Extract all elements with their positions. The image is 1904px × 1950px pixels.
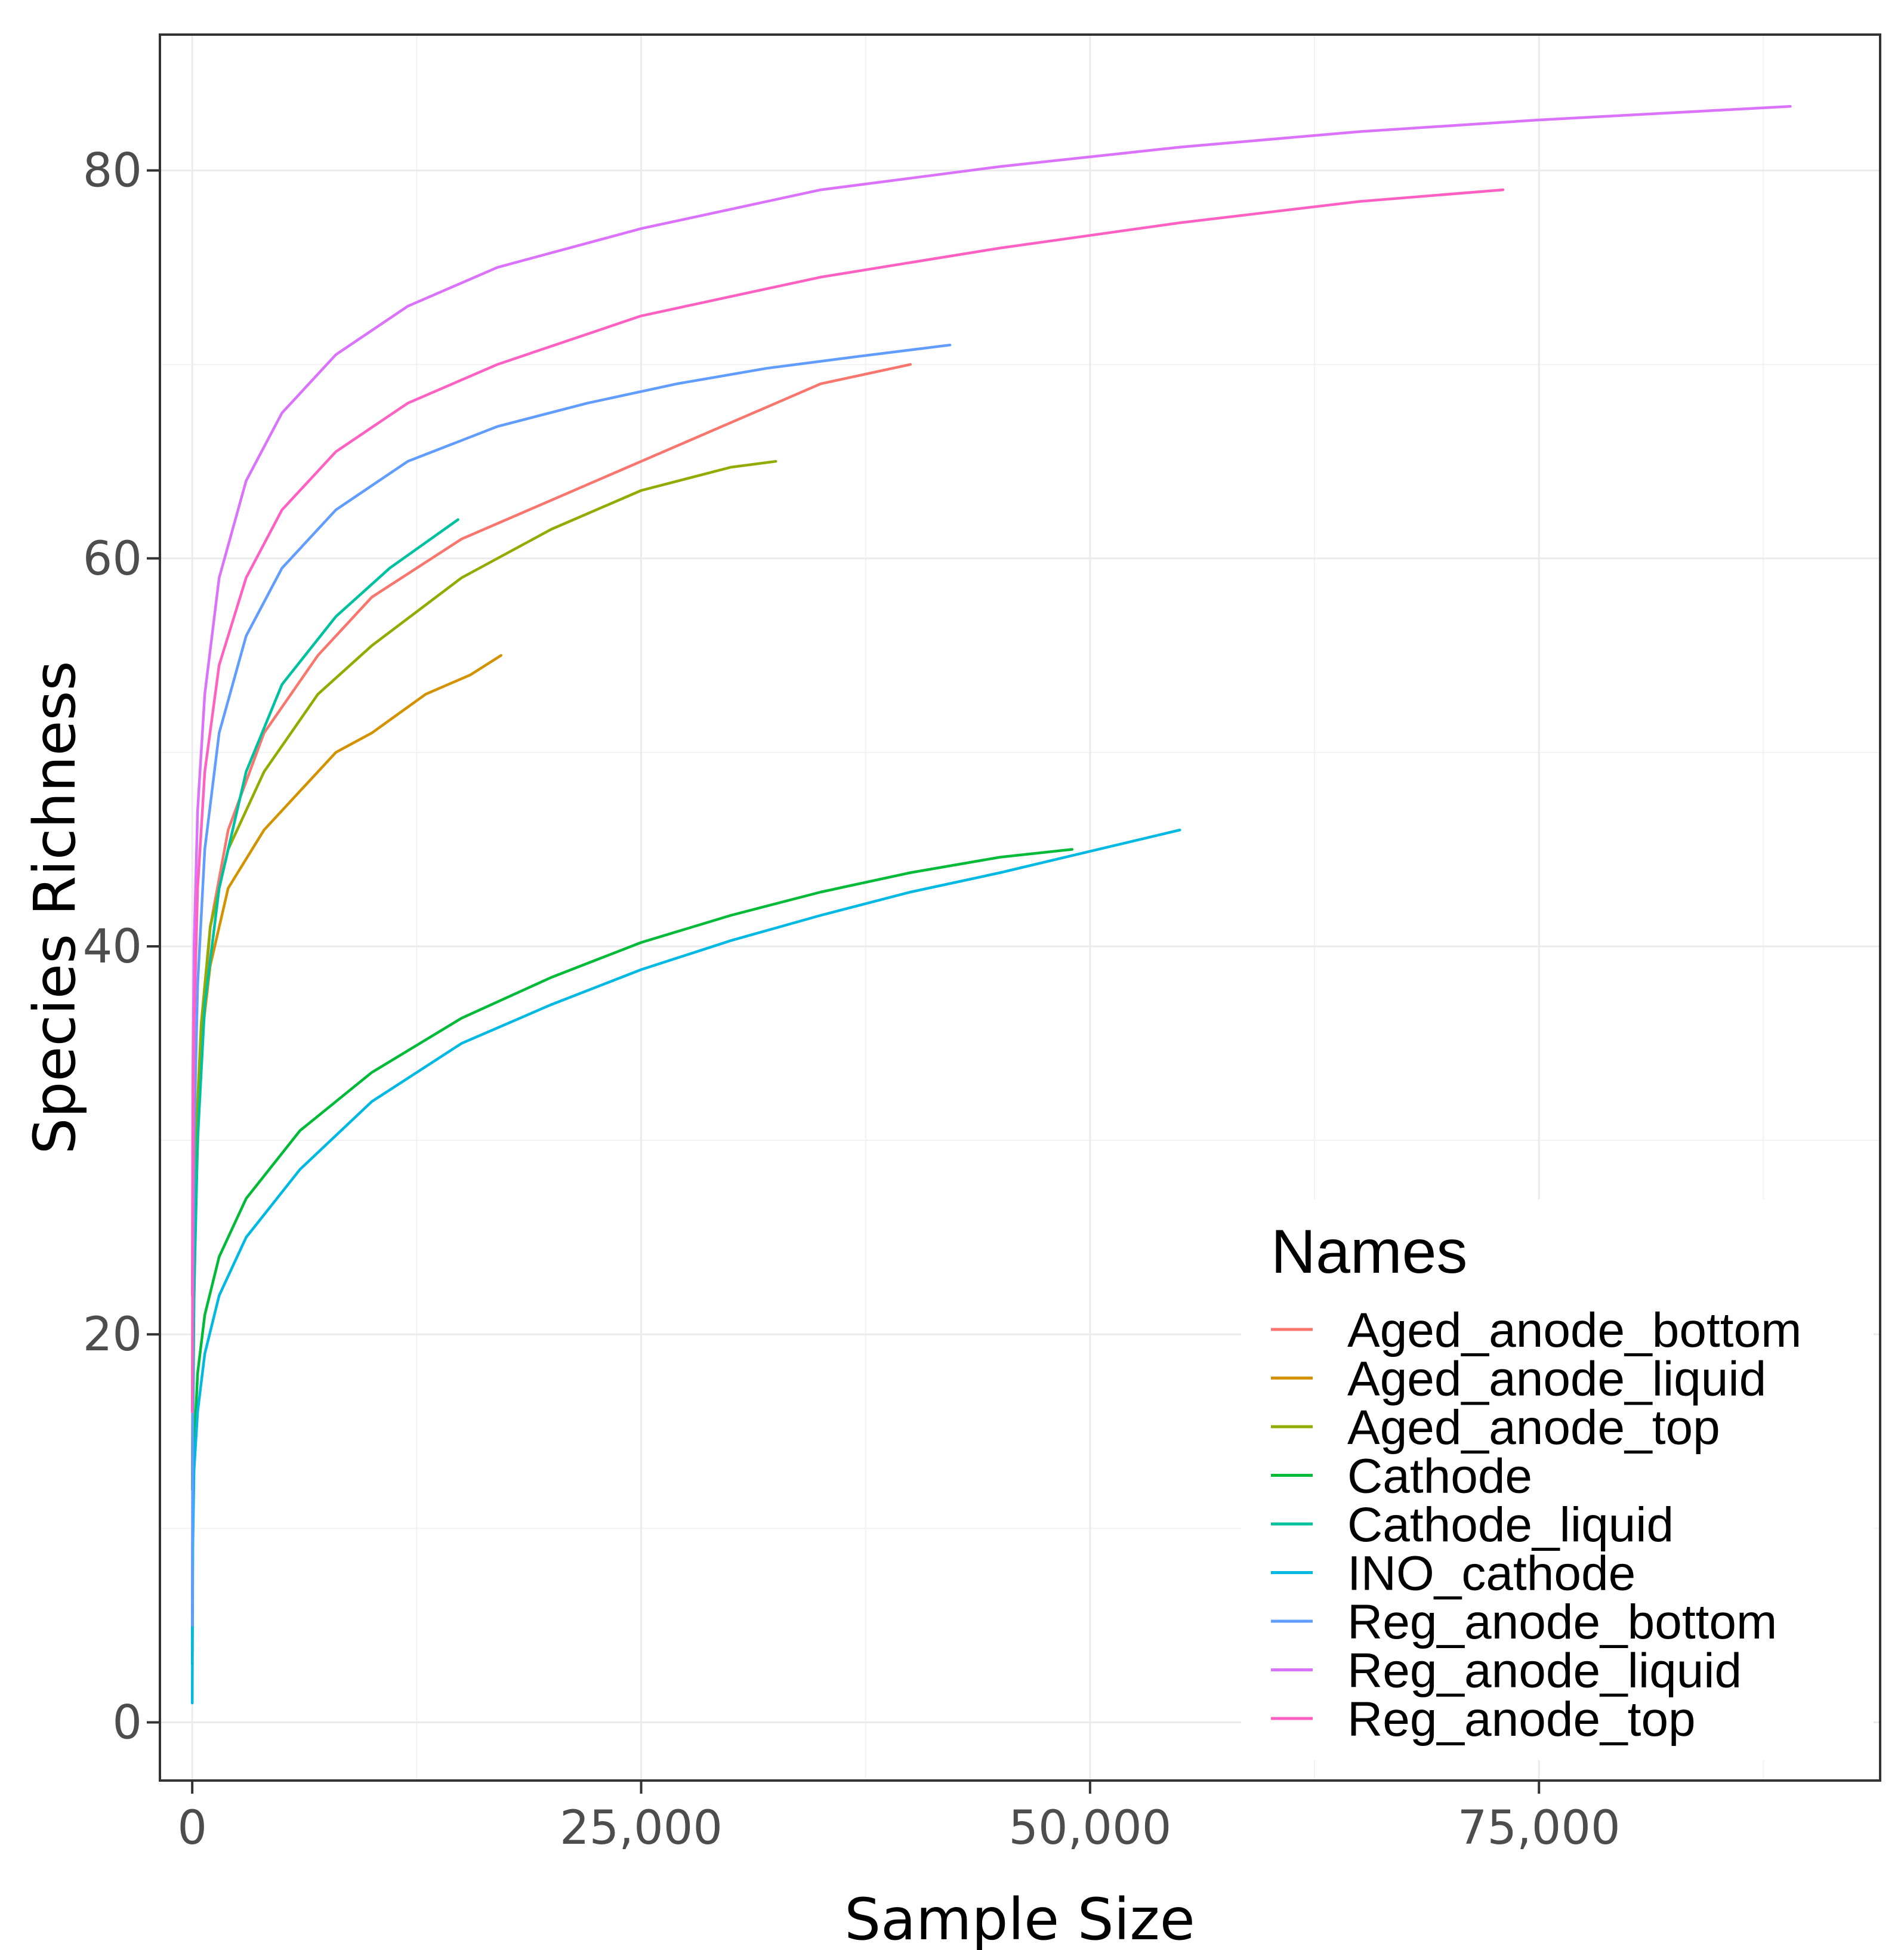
series-line-ino-cathode [190,828,1181,1705]
legend-label-cathode-liquid: Cathode_liquid [1347,1498,1674,1552]
legend-label-aged-anode-top: Aged_anode_top [1347,1400,1720,1455]
series-line-cathode [190,848,1074,1666]
y-tick-label: 40 [83,920,142,974]
plot-border [159,33,1881,1782]
legend-label-cathode: Cathode [1347,1449,1532,1504]
legend-label-aged-anode-liquid: Aged_anode_liquid [1347,1352,1766,1406]
minor-gridlines [160,35,1880,1781]
legend-label-ino-cathode: INO_cathode [1347,1547,1635,1601]
y-tick-label: 80 [83,144,142,198]
x-tick-label: 75,000 [1458,1801,1621,1855]
legend-label-aged-anode-bottom: Aged_anode_bottom [1347,1303,1801,1357]
series-line-aged-anode-top [190,459,777,1491]
y-tick-label: 60 [83,532,142,586]
legend-label-reg-anode-top: Reg_anode_top [1347,1692,1696,1747]
y-tick-label: 20 [83,1308,142,1362]
x-tick-label: 25,000 [560,1801,723,1855]
x-tick-label: 0 [177,1801,207,1855]
legend: Aged_anode_bottomAged_anode_liquidAged_a… [1271,1303,1801,1747]
axis-ticks [147,169,1541,1794]
legend-label-reg-anode-liquid: Reg_anode_liquid [1347,1644,1742,1698]
legend-title: Names [1271,1217,1467,1286]
legend-label-reg-anode-bottom: Reg_anode_bottom [1347,1595,1777,1649]
y-axis-title: Species Richness [21,661,88,1155]
series-line-reg-anode-bottom [190,343,952,1627]
legend-background [1241,1199,1874,1760]
series-lines [190,105,1792,1705]
y-tick-label: 0 [112,1696,142,1750]
axis-tick-labels: 0 25,000 50,000 75,000 0 20 40 60 80 [83,144,1621,1855]
x-axis-title: Sample Size [844,1886,1195,1950]
series-line-reg-anode-top [190,188,1505,1414]
major-gridlines [160,35,1880,1781]
x-tick-label: 50,000 [1008,1801,1171,1855]
series-line-reg-anode-liquid [190,105,1792,1297]
